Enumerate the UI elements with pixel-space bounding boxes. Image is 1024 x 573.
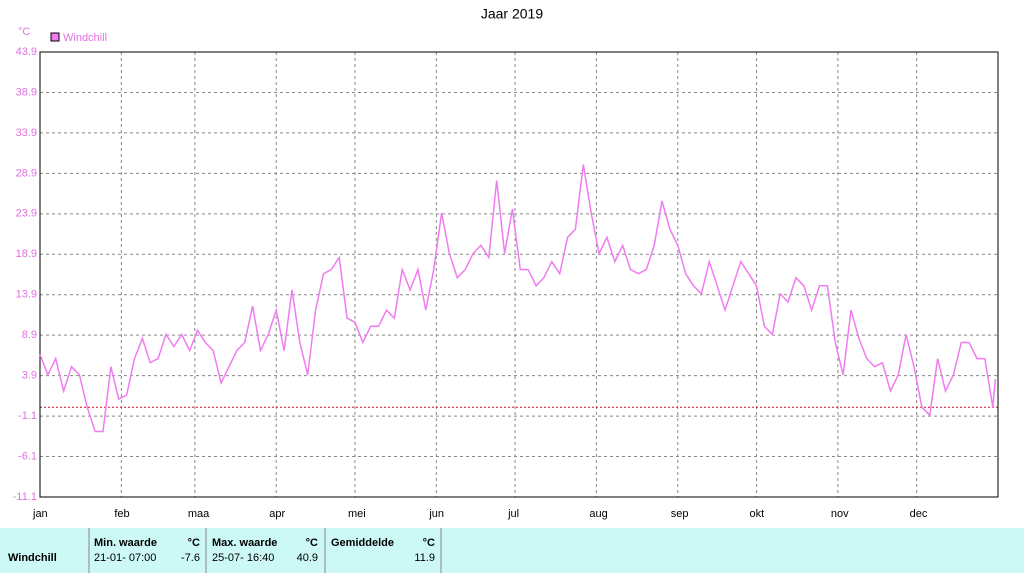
min-header: Min. waarde — [94, 537, 157, 549]
min-time: 21-01- 07:00 — [94, 552, 156, 564]
y-tick-label: 28.9 — [16, 167, 37, 179]
data-line — [39, 164, 997, 433]
max-time: 25-07- 16:40 — [212, 552, 274, 564]
x-tick-label: feb — [114, 508, 129, 520]
min-value: -7.6 — [181, 552, 200, 564]
x-tick-label: okt — [750, 508, 765, 520]
avg-header: Gemiddelde — [331, 537, 394, 549]
legend-swatch — [50, 32, 60, 42]
y-tick-label: -6.1 — [18, 450, 37, 462]
plot-border — [39, 51, 999, 498]
x-tick-label: apr — [269, 508, 285, 520]
min-unit: °C — [188, 537, 200, 549]
y-tick-label: 43.9 — [16, 46, 37, 58]
y-tick-label: 23.9 — [16, 208, 37, 220]
x-tick-label: sep — [671, 508, 689, 520]
y-unit: °C — [18, 26, 30, 38]
summary-panel — [0, 528, 1024, 573]
row-label: Windchill — [8, 552, 57, 564]
max-unit: °C — [306, 537, 318, 549]
x-tick-label: aug — [589, 508, 607, 520]
y-tick-label: 8.9 — [22, 329, 37, 341]
avg-unit: °C — [423, 537, 435, 549]
y-tick-label: 18.9 — [16, 248, 37, 260]
x-tick-label: dec — [910, 508, 928, 520]
max-header: Max. waarde — [212, 537, 277, 549]
y-tick-label: -11.1 — [13, 491, 37, 503]
x-tick-label: jan — [32, 508, 48, 520]
avg-value: 11.9 — [414, 552, 435, 564]
max-value: 40.9 — [297, 552, 318, 564]
y-tick-label: 38.9 — [16, 86, 37, 98]
legend-label: Windchill — [63, 32, 107, 44]
y-tick-label: 33.9 — [16, 127, 37, 139]
chart-title: Jaar 2019 — [481, 6, 543, 22]
plot-area — [40, 52, 998, 497]
y-tick-label: 13.9 — [16, 289, 37, 301]
x-tick-label: mei — [348, 508, 366, 520]
y-tick-label: -1.1 — [18, 410, 37, 422]
x-tick-label: jul — [507, 508, 519, 520]
y-tick-label: 3.9 — [22, 370, 37, 382]
x-tick-label: maa — [188, 508, 210, 520]
x-tick-label: nov — [831, 508, 849, 520]
table-lines — [88, 528, 442, 573]
x-tick-label: jun — [428, 508, 444, 520]
